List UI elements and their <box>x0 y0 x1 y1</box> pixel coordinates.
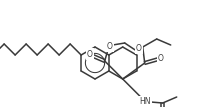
Text: O: O <box>136 44 142 53</box>
Text: O: O <box>87 50 93 59</box>
Text: HN: HN <box>139 97 151 106</box>
Text: O: O <box>158 54 164 62</box>
Text: O: O <box>107 42 113 51</box>
